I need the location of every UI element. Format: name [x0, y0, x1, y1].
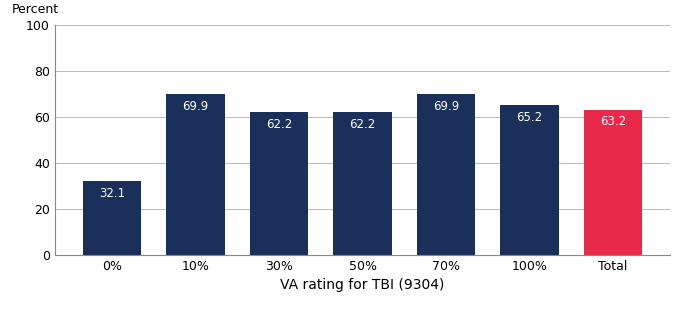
Text: 69.9: 69.9 — [183, 100, 209, 113]
Text: 62.2: 62.2 — [266, 118, 292, 131]
Bar — [166, 94, 225, 255]
Bar — [500, 105, 559, 255]
Text: 63.2: 63.2 — [600, 115, 626, 128]
Bar — [417, 94, 475, 255]
Text: Percent: Percent — [12, 3, 59, 16]
Text: 32.1: 32.1 — [99, 187, 125, 200]
Bar — [250, 112, 308, 255]
Text: 65.2: 65.2 — [516, 111, 542, 124]
Bar — [83, 181, 141, 255]
X-axis label: VA rating for TBI (9304): VA rating for TBI (9304) — [280, 278, 445, 292]
Text: 69.9: 69.9 — [433, 100, 459, 113]
Bar — [333, 112, 392, 255]
Text: 62.2: 62.2 — [350, 118, 376, 131]
Bar — [584, 109, 642, 255]
